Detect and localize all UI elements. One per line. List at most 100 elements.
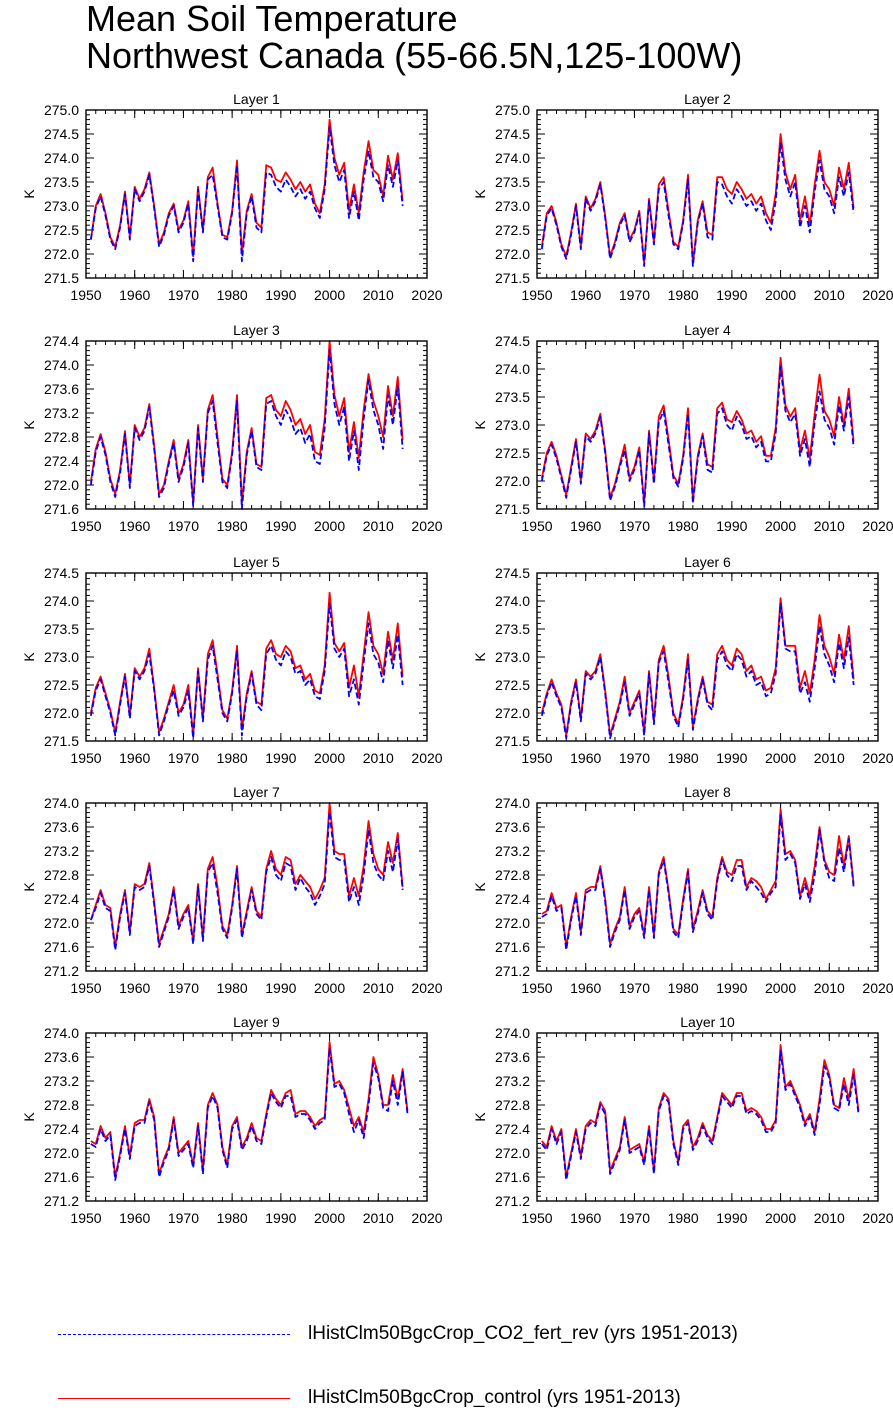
chart-panel-layer-10: Layer 10 K 271.2 271.6 272.0 272.4 272.8 273.2 2… [472,1014,893,1226]
series-line-control [541,1044,860,1178]
series-line-co2-fert-rev [540,142,855,267]
y-tick-label: 271.5 [44,270,79,286]
x-tick-label: 1970 [168,287,199,303]
x-tick-label: 2020 [862,518,893,534]
panel-title: Layer 4 [684,322,731,338]
plot-frame [536,572,879,742]
y-tick-label: 272.8 [495,1097,530,1113]
panel-title: Layer 3 [233,322,280,338]
y-tick-label: 274.0 [44,593,79,609]
x-tick-label: 1980 [668,980,699,996]
x-tick-label: 1970 [168,518,199,534]
x-tick-label: 1960 [119,287,150,303]
series-line-co2-fert-rev [89,349,404,510]
y-tick-label: 272.0 [44,915,79,931]
x-tick-label: 1990 [716,1210,747,1226]
plot-area: Layer 4 K 271.5 272.0 272.5 273.0 273.5 274.0 27… [472,322,893,534]
x-tick-label: 1980 [668,1210,699,1226]
y-tick-label: 274.0 [44,1025,79,1041]
panel-title: Layer 8 [684,784,731,800]
y-tick-label: 274.0 [495,593,530,609]
x-tick-label: 1970 [168,1210,199,1226]
x-tick-label: 1950 [70,518,101,534]
series-line-control [90,802,404,948]
y-tick-label: 272.5 [44,222,79,238]
x-tick-label: 2000 [314,518,345,534]
y-axis-label: K [21,420,37,430]
x-tick-label: 1960 [570,287,601,303]
panel-title: Layer 7 [233,784,280,800]
y-tick-label: 271.5 [495,501,530,517]
y-axis-label: K [472,882,488,892]
y-tick-label: 273.6 [495,1049,530,1065]
series-line-control [90,1041,409,1178]
panel-title: Layer 6 [684,554,731,570]
x-tick-label: 1990 [265,287,296,303]
plot-frame [85,109,428,279]
series-line-co2-fert-rev [90,811,404,951]
y-tick-label: 272.8 [44,1097,79,1113]
x-tick-label: 1980 [668,518,699,534]
y-tick-label: 272.4 [44,453,79,469]
y-tick-label: 272.4 [495,1121,530,1137]
chart-panel-layer-4: Layer 4 K 271.5 272.0 272.5 273.0 273.5 274.0 27… [472,322,893,534]
x-tick-label: 1950 [70,750,101,766]
x-tick-label: 2020 [411,1210,442,1226]
y-tick-label: 273.0 [44,649,79,665]
y-tick-label: 271.2 [44,963,79,979]
y-tick-label: 274.0 [44,795,79,811]
legend-item-co2-fert-rev: lHistClm50BgcCrop_CO2_fert_rev (yrs 1951… [0,1320,893,1350]
y-tick-label: 273.6 [44,1049,79,1065]
y-tick-label: 273.2 [44,405,79,421]
x-tick-label: 2010 [814,980,845,996]
y-tick-label: 272.8 [44,429,79,445]
chart-panel-layer-7: Layer 7 K 271.2 271.6 272.0 272.4 272.8 273.2 27… [21,784,443,996]
x-tick-label: 2010 [814,287,845,303]
x-tick-label: 1990 [716,980,747,996]
x-tick-label: 1950 [521,287,552,303]
y-tick-label: 272.0 [495,473,530,489]
x-tick-label: 1960 [570,980,601,996]
y-tick-label: 273.5 [44,621,79,637]
y-tick-label: 272.4 [44,891,79,907]
y-tick-label: 273.0 [495,198,530,214]
y-tick-label: 273.2 [495,843,530,859]
y-tick-label: 274.4 [44,333,79,349]
x-tick-label: 2000 [765,1210,796,1226]
x-tick-label: 1950 [70,980,101,996]
x-tick-label: 1950 [521,980,552,996]
x-tick-label: 2000 [314,750,345,766]
y-tick-label: 274.5 [495,333,530,349]
y-tick-label: 273.6 [44,381,79,397]
series-line-co2-fert-rev [90,1047,409,1181]
x-tick-label: 1990 [716,750,747,766]
y-tick-label: 274.0 [495,361,530,377]
y-tick-label: 273.2 [495,1073,530,1089]
chart-panel-layer-6: Layer 6 K 271.5 272.0 272.5 273.0 273.5 274.0 27… [472,554,893,766]
x-tick-label: 1950 [70,1210,101,1226]
page-title-line-2: Northwest Canada (55-66.5N,125-100W) [86,35,743,76]
y-tick-label: 274.5 [44,126,79,142]
x-tick-label: 2000 [314,980,345,996]
chart-panel-layer-2: Layer 2 K 271.5 272.0 272.5 273.0 273.5 274.0 27… [472,91,893,303]
legend-swatch-solid-red [58,1398,290,1399]
x-tick-label: 2010 [363,518,394,534]
series-line-control [540,133,855,265]
x-tick-label: 2010 [814,750,845,766]
series-line-control [89,340,404,504]
y-tick-label: 272.0 [495,1145,530,1161]
y-axis-label: K [472,420,488,430]
x-tick-label: 1950 [521,518,552,534]
x-tick-label: 2010 [363,750,394,766]
y-tick-label: 273.2 [44,1073,79,1089]
y-tick-label: 273.0 [495,417,530,433]
panel-title: Layer 9 [233,1014,280,1030]
y-tick-label: 271.6 [495,1169,530,1185]
plot-area: Layer 5 K 271.5 272.0 272.5 273.0 273.5 274.0 27… [21,554,443,766]
plot-frame [85,340,428,510]
series-line-control [89,591,404,737]
x-tick-label: 1950 [521,750,552,766]
x-tick-label: 2020 [411,980,442,996]
y-axis-label: K [472,189,488,199]
x-tick-label: 1960 [570,1210,601,1226]
